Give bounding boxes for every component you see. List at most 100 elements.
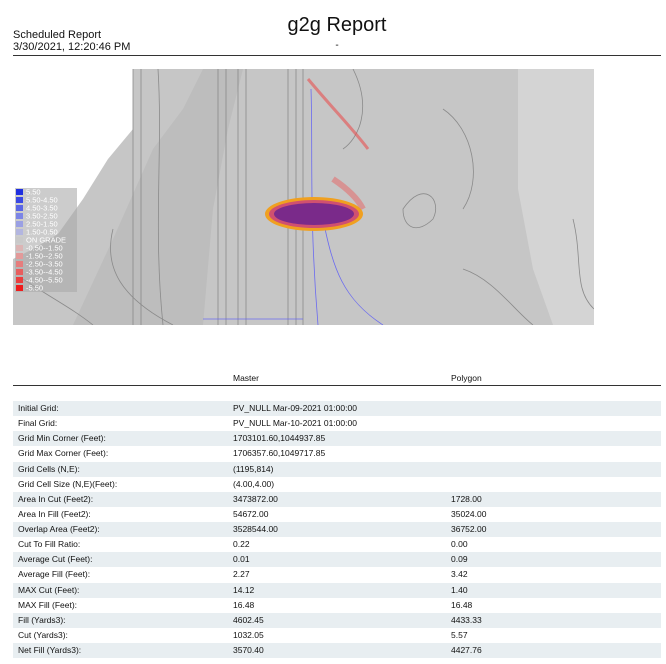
table-row: Cut (Yards3): 1032.05 5.57 [13, 627, 661, 643]
map-legend: 5.505.50-4.504.50-3.503.50-2.502.50-1.50… [15, 188, 77, 293]
legend-label: -1.50--2.50 [26, 252, 63, 261]
cell: 3570.40 [233, 645, 264, 655]
cell: 0.00 [451, 539, 468, 550]
table-row: Average Cut (Feet): 0.01 0.09 [13, 552, 661, 568]
cell: 3528544.00 [233, 524, 278, 534]
legend-swatch [16, 277, 23, 283]
legend-row [15, 196, 77, 204]
cell: PV_NULL Mar-09-2021 01:00:00 [233, 403, 357, 413]
table-row: Final Grid: PV_NULL Mar-10-2021 01:00:00 [13, 416, 661, 432]
legend-row [15, 188, 77, 196]
cell: (4.00,4.00) [233, 478, 275, 489]
legend-swatch [16, 229, 23, 235]
cell: 5.57 [451, 629, 468, 640]
table-row: Cut To Fill Ratio: 0.22 0.00 [13, 537, 661, 553]
cell: 14.12 [233, 584, 255, 595]
legend-label: 5.50-4.50 [26, 196, 58, 205]
cell: Overlap Area (Feet2): [18, 524, 100, 534]
table-row: Area In Fill (Feet2): 54672.00 35024.00 [13, 506, 661, 522]
legend-row [15, 252, 77, 260]
table-rule [13, 385, 661, 386]
legend-swatch [16, 237, 23, 243]
legend-row [15, 236, 77, 244]
table-row: Grid Cells (N,E): (1195,814) [13, 461, 661, 477]
table-row: Grid Cell Size (N,E)(Feet): (4.00,4.00) [13, 476, 661, 492]
table-row: Grid Max Corner (Feet): 1706357.60,104971… [13, 446, 661, 462]
legend-row [15, 284, 77, 292]
legend-swatch [16, 197, 23, 203]
cell: 4602.45 [233, 614, 264, 625]
cell: MAX Fill (Feet): [18, 599, 78, 610]
cell: 36752.00 [451, 524, 487, 534]
cell: Grid Min Corner (Feet): [18, 433, 106, 444]
legend-label: ON GRADE [26, 236, 66, 245]
legend-label: 2.50-1.50 [26, 220, 58, 229]
cell: Initial Grid: [18, 403, 59, 413]
legend-swatch [16, 253, 23, 259]
legend-row [15, 244, 77, 252]
legend-label: -0.50--1.50 [26, 244, 63, 253]
legend-label: 1.50-0.50 [26, 228, 58, 237]
cell: Average Fill (Feet): [18, 569, 91, 580]
cell: 1728.00 [451, 493, 482, 504]
cell: Final Grid: [18, 418, 58, 429]
legend-swatch [16, 269, 23, 275]
subtitle: - [335, 40, 339, 51]
cell: 0.09 [451, 554, 468, 565]
legend-row [15, 260, 77, 268]
cell: 16.48 [233, 599, 255, 610]
legend-swatch [16, 285, 23, 291]
cell: Grid Cells (N,E): [18, 463, 80, 474]
legend-row [15, 212, 77, 220]
legend-swatch [16, 221, 23, 227]
map [13, 69, 594, 325]
timestamp: 3/30/2021, 12:20:46 PM [13, 41, 131, 53]
table-row: MAX Cut (Feet): 14.12 1.40 [13, 582, 661, 598]
cell: Area In Fill (Feet2): [18, 508, 91, 519]
cell: 35024.00 [451, 508, 487, 519]
cell: 1703101.60,1044937.85 [233, 433, 326, 444]
cell: 0.22 [233, 539, 250, 550]
cell: Area In Cut (Feet2): [18, 493, 94, 504]
legend-label: -3.50--4.50 [26, 268, 63, 277]
report-label: Scheduled Report [13, 29, 102, 41]
legend-row [15, 228, 77, 236]
legend-swatch [16, 261, 23, 267]
cell: Average Cut (Feet): [18, 554, 93, 565]
legend-swatch [16, 205, 23, 211]
cell: 1.40 [451, 584, 468, 595]
cell: 54672.00 [233, 508, 269, 519]
table-row: Fill (Yards3): 4602.45 4433.33 [13, 612, 661, 628]
cell: Cut (Yards3): [18, 629, 68, 640]
header-rule [13, 55, 661, 56]
table-row: Initial Grid: PV_NULL Mar-09-2021 01:00:0… [13, 401, 661, 416]
cell: Fill (Yards3): [18, 614, 66, 625]
cell: 4433.33 [451, 614, 482, 625]
legend-row [15, 268, 77, 276]
table-row: Overlap Area (Feet2): 3528544.00 36752.00 [13, 522, 661, 537]
cell: 2.27 [233, 569, 250, 580]
legend-row [15, 204, 77, 212]
legend-swatch [16, 213, 23, 219]
title: g2g Report [287, 14, 387, 36]
cell: 1032.05 [233, 629, 264, 640]
legend-swatch [16, 189, 23, 195]
cell: Net Fill (Yards3): [18, 645, 82, 655]
cell: 1706357.60,1049717.85 [233, 448, 326, 459]
legend-label: -5.50 [26, 284, 43, 293]
legend-label: -2.50--3.50 [26, 260, 63, 269]
cell: MAX Cut (Feet): [18, 584, 80, 595]
table-row: Average Fill (Feet): 2.27 3.42 [13, 567, 661, 583]
table-row: Area In Cut (Feet2): 3473872.00 1728.00 [13, 491, 661, 507]
column-header: Polygon [451, 373, 482, 383]
cell: PV_NULL Mar-10-2021 01:00:00 [233, 418, 357, 429]
cell: Cut To Fill Ratio: [18, 539, 81, 550]
cell: 3473872.00 [233, 493, 278, 504]
legend-label: 3.50-2.50 [26, 212, 58, 221]
legend-swatch [16, 245, 23, 251]
legend-row [15, 276, 77, 284]
cell: Grid Cell Size (N,E)(Feet): [18, 478, 118, 489]
cell: 3.42 [451, 569, 468, 580]
cell: Grid Max Corner (Feet): [18, 448, 109, 459]
cell: (1195,814) [233, 463, 274, 474]
